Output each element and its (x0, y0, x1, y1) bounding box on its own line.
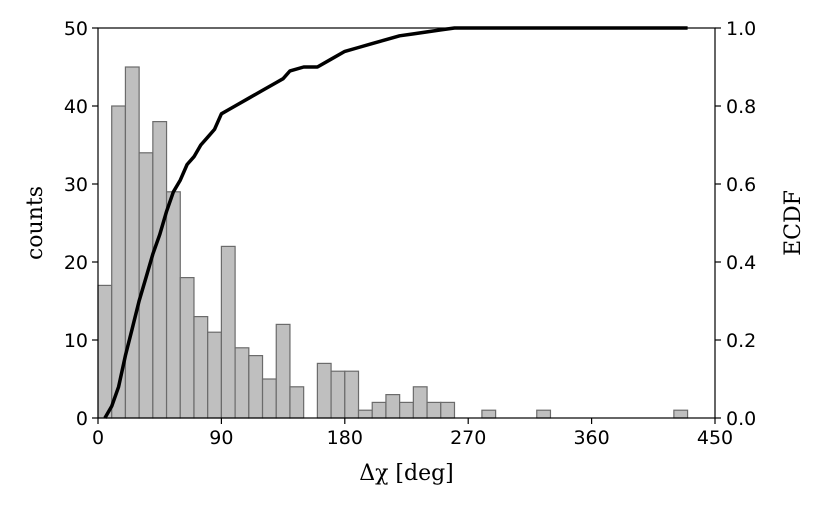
histogram-bar (248, 355, 264, 419)
x-axis-label: Δχ [deg] (359, 461, 454, 486)
histogram-bar (481, 409, 497, 419)
y2-tick-label: 0.6 (726, 174, 756, 196)
y-tick-label: 10 (64, 330, 88, 352)
histogram-bar (426, 401, 442, 419)
y-tick-label: 40 (64, 96, 88, 118)
histogram-bar (289, 386, 305, 419)
x-tick-label: 90 (209, 427, 233, 449)
histogram-bar (440, 401, 456, 419)
histogram-bar (357, 409, 373, 419)
histogram-bar (371, 401, 387, 419)
histogram-bar (261, 378, 277, 419)
x-tick-label: 360 (573, 427, 609, 449)
y2-tick-label: 0.8 (726, 96, 756, 118)
histogram-bar (385, 394, 401, 419)
histogram-bar (412, 386, 428, 419)
histogram-bar (344, 370, 360, 419)
y-axis-label: counts (23, 186, 48, 260)
histogram-bar (316, 362, 332, 419)
histogram-bar (124, 66, 140, 419)
histogram-bar (165, 191, 181, 419)
histogram-bar (152, 120, 168, 419)
y-tick-label: 20 (64, 252, 88, 274)
y-tick-label: 0 (76, 408, 88, 430)
x-tick-label: 270 (450, 427, 486, 449)
histogram-bar (207, 331, 222, 419)
histogram-bar (330, 370, 346, 419)
x-axis-ticks: 0 90 180 270 360 450 (92, 418, 733, 449)
plot-frame (97, 27, 716, 419)
ecdf-curve (103, 26, 688, 419)
histogram-bar (234, 347, 250, 419)
y2-tick-label: 0.0 (726, 408, 756, 430)
histogram-bar (399, 401, 414, 419)
histogram-bar (138, 152, 154, 419)
x-tick-label: 180 (327, 427, 363, 449)
histogram-bar (179, 277, 195, 419)
y2-tick-label: 1.0 (726, 18, 756, 40)
histogram-bar (193, 316, 209, 419)
y2-axis-label: ECDF (781, 190, 806, 256)
histogram-bars (97, 66, 689, 419)
histogram-bar (536, 409, 552, 419)
histogram-bar (673, 409, 689, 419)
x-tick-label: 0 (92, 427, 104, 449)
histogram-bar (220, 245, 236, 419)
y2-tick-label: 0.4 (726, 252, 756, 274)
y-axis-ticks: 0 10 20 30 40 50 (64, 18, 98, 430)
histogram-bar (97, 284, 113, 419)
y2-tick-label: 0.2 (726, 330, 756, 352)
x-tick-label: 450 (697, 427, 733, 449)
y2-axis-ticks: 0.0 0.2 0.4 0.6 0.8 1.0 (715, 18, 756, 430)
y-tick-label: 30 (64, 174, 88, 196)
histogram-bar (275, 323, 291, 419)
y-tick-label: 50 (64, 18, 88, 40)
